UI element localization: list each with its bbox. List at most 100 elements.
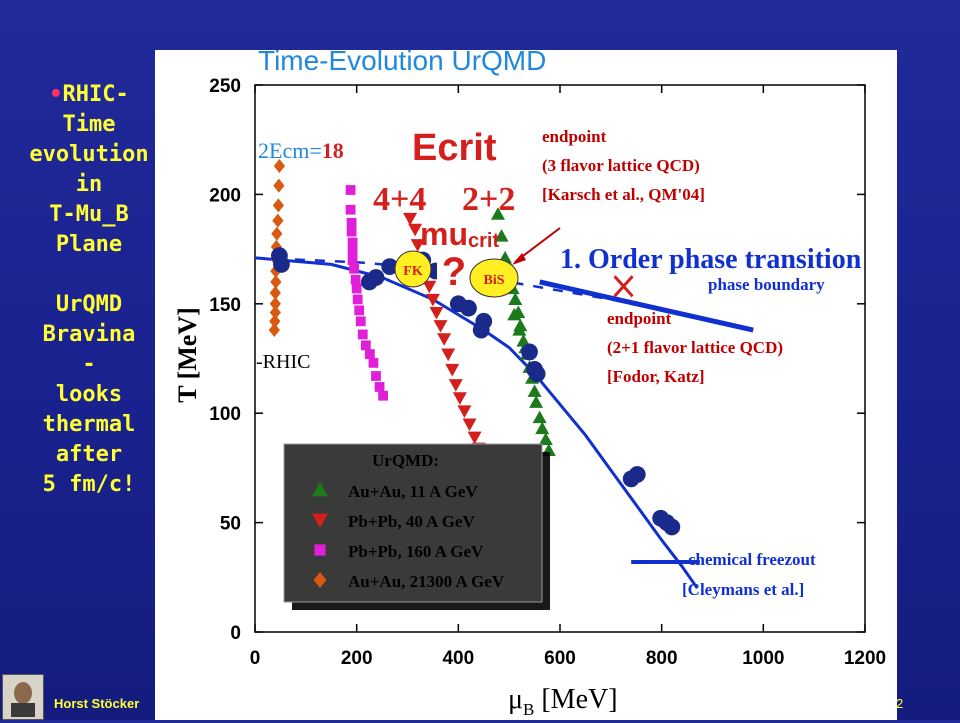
data-point-square <box>352 294 363 305</box>
data-point-diamond <box>313 572 327 588</box>
legend-entry: Pb+Pb, 160 A GeV <box>348 542 484 561</box>
arrow-head-icon <box>512 253 526 265</box>
bis-label: BiS <box>483 273 504 288</box>
legend-title: UrQMD: <box>372 451 439 470</box>
data-point-square <box>360 340 371 351</box>
sidebar-line: evolution <box>29 142 149 167</box>
data-point-circle <box>628 466 646 483</box>
data-point-square <box>346 217 357 228</box>
data-point-square <box>347 255 358 265</box>
endpoint1-text: endpoint <box>542 127 607 146</box>
legend-entry: Au+Au, 11 A GeV <box>348 482 478 501</box>
data-point-circle <box>460 299 477 317</box>
data-point-square <box>374 382 385 392</box>
data-point-square <box>349 263 360 274</box>
x-tick-label: 0 <box>250 648 261 669</box>
endpoint2-text: [Fodor, Katz] <box>607 367 705 386</box>
x-tick-label: 400 <box>442 648 474 669</box>
data-point-diamond <box>268 323 280 338</box>
data-point-square <box>355 316 366 327</box>
data-point-triangle-down <box>445 363 460 377</box>
data-point-diamond <box>272 213 284 228</box>
axes: 0 200 400 600 800 1000 1200 0 50 100 150 200 250 T [M… <box>173 45 886 719</box>
data-point-triangle-down <box>408 223 423 237</box>
y-tick-label: 250 <box>209 76 241 97</box>
data-point-triangle-up <box>507 307 522 321</box>
data-point-square <box>314 544 326 556</box>
data-point-diamond <box>269 296 281 311</box>
y-axis-label: T [MeV] <box>173 307 202 403</box>
data-point-triangle-up <box>512 323 527 336</box>
data-point-triangle-down <box>452 392 467 405</box>
page-number: 2 <box>896 696 904 711</box>
data-point-square <box>351 283 362 294</box>
chemical-freezeout-fit-line <box>254 256 699 590</box>
data-point-triangle-up <box>532 410 547 424</box>
endpoint2-text: endpoint <box>607 309 672 328</box>
data-point-triangle-up <box>527 384 542 397</box>
legend-entry: Au+Au, 21300 A GeV <box>348 572 505 591</box>
y-tick-label: 200 <box>209 185 241 206</box>
data-point-triangle-down <box>312 513 328 528</box>
data-point-diamond <box>269 314 281 329</box>
data-point-square <box>347 246 358 257</box>
data-point-circle <box>381 258 399 276</box>
x-tick-label: 200 <box>341 648 373 669</box>
data-point-triangle-up <box>535 421 550 435</box>
x-tick-label: 1200 <box>844 648 886 669</box>
sidebar-line: thermal <box>42 412 136 437</box>
x-axis-label: μB [MeV] <box>508 684 618 719</box>
data-point-triangle-up <box>538 432 553 446</box>
label-4plus4: 4+4 <box>373 181 426 218</box>
data-point-square <box>345 185 356 195</box>
legend-entry: Pb+Pb, 40 A GeV <box>348 512 476 531</box>
sidebar-line: Time <box>62 112 116 137</box>
data-point-square <box>347 237 358 248</box>
y-tick-label: 50 <box>220 514 241 535</box>
sidebar-line: after <box>55 442 123 467</box>
data-point-triangle-up <box>529 395 544 408</box>
data-point-diamond <box>270 239 282 254</box>
data-point-square <box>345 204 356 215</box>
sidebar-line: looks <box>55 382 123 407</box>
data-point-square <box>350 274 361 285</box>
data-point-triangle-down <box>425 293 440 307</box>
data-point-triangle-down <box>467 431 482 445</box>
endpoint-x-mark <box>613 275 634 298</box>
data-point-square <box>378 390 388 401</box>
question-mark: ? <box>442 250 466 294</box>
sidebar-line: UrQMD <box>55 292 123 317</box>
sidebar-line: RHIC- <box>62 82 129 107</box>
endpoint1-text: (3 flavor lattice QCD) <box>542 156 700 175</box>
data-point-triangle-down <box>462 418 477 432</box>
data-point-triangle-up <box>494 228 509 242</box>
first-order-label: 1. Order phase transition <box>560 244 862 275</box>
x-tick-label: 1000 <box>742 648 784 669</box>
x-tick-label: 800 <box>646 648 678 669</box>
x-tick-label: 600 <box>544 648 576 669</box>
freezeout-ref-label: [Cleymans et al.] <box>682 580 804 599</box>
data-point-triangle-down <box>448 379 463 392</box>
data-point-triangle-down <box>429 306 444 320</box>
ecrit-label: Ecrit <box>412 127 497 169</box>
data-point-square <box>357 329 368 340</box>
data-point-diamond <box>273 178 285 193</box>
sidebar-line: - <box>82 352 96 377</box>
y-tick-label: 100 <box>209 404 241 425</box>
fk-label: FK <box>403 264 423 279</box>
data-point-square <box>364 349 375 360</box>
data-point-triangle-down <box>441 348 456 362</box>
data-point-triangle-up <box>508 292 523 306</box>
data-point-triangle-down <box>422 280 437 294</box>
data-point-square <box>368 357 379 368</box>
data-point-circle <box>367 269 385 286</box>
freezeout-label: chemical freezout <box>688 550 816 569</box>
y-tick-label: 150 <box>209 295 241 316</box>
legend-box <box>283 443 543 603</box>
data-point-square <box>346 226 357 237</box>
data-point-diamond <box>269 305 281 320</box>
data-point-circle <box>521 343 538 361</box>
data-point-triangle-down <box>433 320 448 333</box>
sidebar-line: T-Mu_B <box>49 202 129 227</box>
